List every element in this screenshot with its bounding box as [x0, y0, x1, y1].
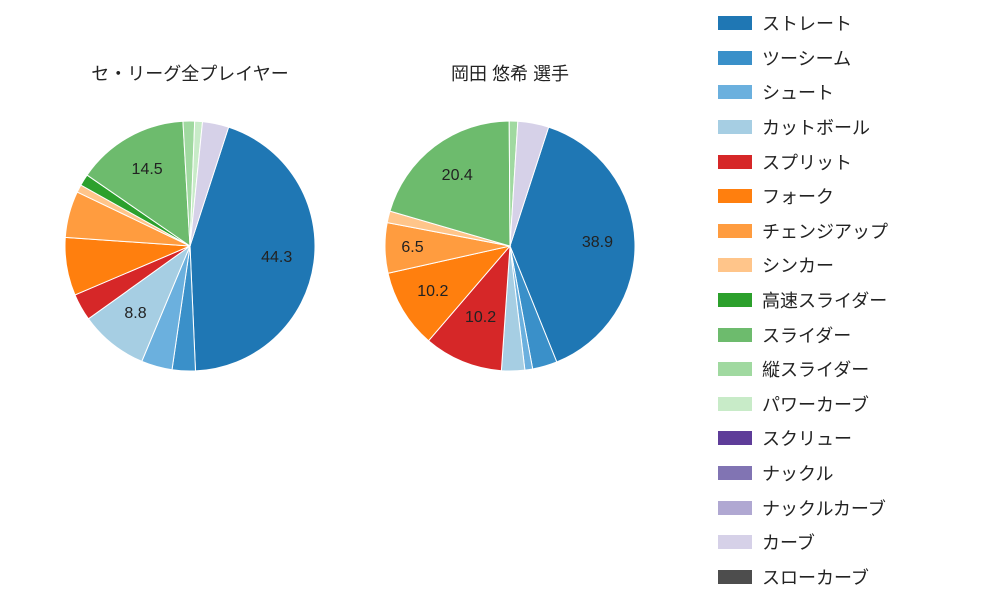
slice-label: 8.8	[124, 305, 146, 323]
legend-item: シュート	[700, 75, 1000, 110]
legend: ストレートツーシームシュートカットボールスプリットフォークチェンジアップシンカー…	[700, 0, 1000, 594]
legend-item: チェンジアップ	[700, 214, 1000, 249]
legend-swatch	[718, 258, 752, 272]
legend-label: ナックル	[762, 460, 833, 486]
slice-label: 44.3	[261, 249, 292, 267]
legend-swatch	[718, 466, 752, 480]
legend-label: シンカー	[762, 252, 834, 278]
legend-label: チェンジアップ	[762, 218, 888, 244]
legend-swatch	[718, 85, 752, 99]
legend-swatch	[718, 328, 752, 342]
legend-label: シュート	[762, 79, 834, 105]
legend-swatch	[718, 397, 752, 411]
legend-label: ツーシーム	[762, 45, 851, 71]
slice-label: 20.4	[442, 167, 473, 185]
legend-item: スローカーブ	[700, 560, 1000, 595]
legend-label: スライダー	[762, 322, 851, 348]
legend-swatch	[718, 362, 752, 376]
slice-label: 38.9	[582, 234, 613, 252]
legend-swatch	[718, 501, 752, 515]
legend-item: 高速スライダー	[700, 283, 1000, 318]
legend-label: ナックルカーブ	[762, 495, 886, 521]
legend-swatch	[718, 189, 752, 203]
legend-label: カットボール	[762, 114, 870, 140]
chart-title: セ・リーグ全プレイヤー	[91, 60, 288, 86]
legend-item: スクリュー	[700, 421, 1000, 456]
legend-item: スプリット	[700, 144, 1000, 179]
legend-label: スローカーブ	[762, 564, 869, 590]
legend-item: ナックルカーブ	[700, 490, 1000, 525]
slice-label: 10.2	[417, 283, 448, 301]
chart-title: 岡田 悠希 選手	[451, 60, 569, 86]
legend-item: ツーシーム	[700, 41, 1000, 76]
legend-swatch	[718, 293, 752, 307]
legend-label: カーブ	[762, 529, 815, 555]
slice-label: 10.2	[465, 309, 496, 327]
legend-label: ストレート	[762, 10, 852, 36]
legend-swatch	[718, 224, 752, 238]
legend-swatch	[718, 155, 752, 169]
pie-chart: セ・リーグ全プレイヤー 44.3 8.8 14.5	[30, 60, 350, 600]
legend-swatch	[718, 570, 752, 584]
legend-swatch	[718, 535, 752, 549]
legend-swatch	[718, 120, 752, 134]
legend-item: パワーカーブ	[700, 387, 1000, 422]
slice-label: 6.5	[401, 239, 423, 257]
legend-swatch	[718, 16, 752, 30]
legend-label: 縦スライダー	[762, 356, 869, 382]
legend-label: パワーカーブ	[762, 391, 869, 417]
legend-item: カーブ	[700, 525, 1000, 560]
legend-label: フォーク	[762, 183, 834, 209]
legend-item: 縦スライダー	[700, 352, 1000, 387]
legend-item: ナックル	[700, 456, 1000, 491]
legend-item: カットボール	[700, 110, 1000, 145]
legend-label: スプリット	[762, 149, 852, 175]
legend-item: スライダー	[700, 317, 1000, 352]
legend-label: スクリュー	[762, 425, 852, 451]
legend-item: ストレート	[700, 6, 1000, 41]
pie-chart: 岡田 悠希 選手 38.9 10.2 10.2 6.5 20.4	[350, 60, 670, 600]
legend-swatch	[718, 51, 752, 65]
slice-label: 14.5	[132, 161, 163, 179]
legend-swatch	[718, 431, 752, 445]
pie-wrap: 38.9 10.2 10.2 6.5 20.4	[380, 116, 640, 376]
legend-item: シンカー	[700, 248, 1000, 283]
legend-label: 高速スライダー	[762, 287, 887, 313]
legend-item: フォーク	[700, 179, 1000, 214]
pie-wrap: 44.3 8.8 14.5	[60, 116, 320, 376]
